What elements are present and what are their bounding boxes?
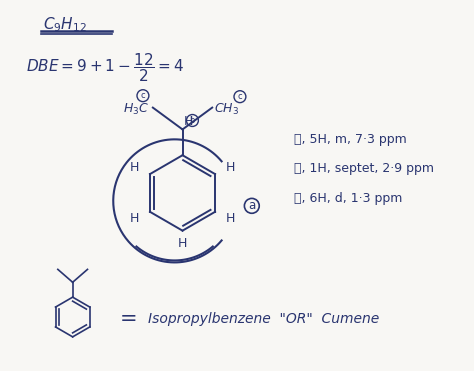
Text: Ⓒ, 6H, d, 1·3 ppm: Ⓒ, 6H, d, 1·3 ppm <box>294 192 403 205</box>
Text: $CH_3$: $CH_3$ <box>214 102 239 117</box>
Text: H: H <box>226 212 236 225</box>
Text: H: H <box>129 212 139 225</box>
Text: H: H <box>129 161 139 174</box>
Text: c: c <box>141 91 145 100</box>
Text: $H_3C$: $H_3C$ <box>123 102 149 117</box>
Text: Ⓐ, 5H, m, 7·3 ppm: Ⓐ, 5H, m, 7·3 ppm <box>294 134 407 147</box>
Text: $C_9H_{12}$: $C_9H_{12}$ <box>43 15 87 34</box>
Text: c: c <box>237 92 242 101</box>
Text: Isopropylbenzene  "OR"  Cumene: Isopropylbenzene "OR" Cumene <box>148 312 379 326</box>
Text: H: H <box>183 115 193 128</box>
Text: Ⓑ, 1H, septet, 2·9 ppm: Ⓑ, 1H, septet, 2·9 ppm <box>294 162 434 175</box>
Text: a: a <box>248 199 255 212</box>
Text: =: = <box>119 309 137 329</box>
Text: b: b <box>190 116 195 125</box>
Text: H: H <box>178 237 187 250</box>
Text: H: H <box>226 161 236 174</box>
Text: $\mathit{DBE} = 9 + 1 - \dfrac{12}{2} = 4$: $\mathit{DBE} = 9 + 1 - \dfrac{12}{2} = … <box>26 51 184 84</box>
